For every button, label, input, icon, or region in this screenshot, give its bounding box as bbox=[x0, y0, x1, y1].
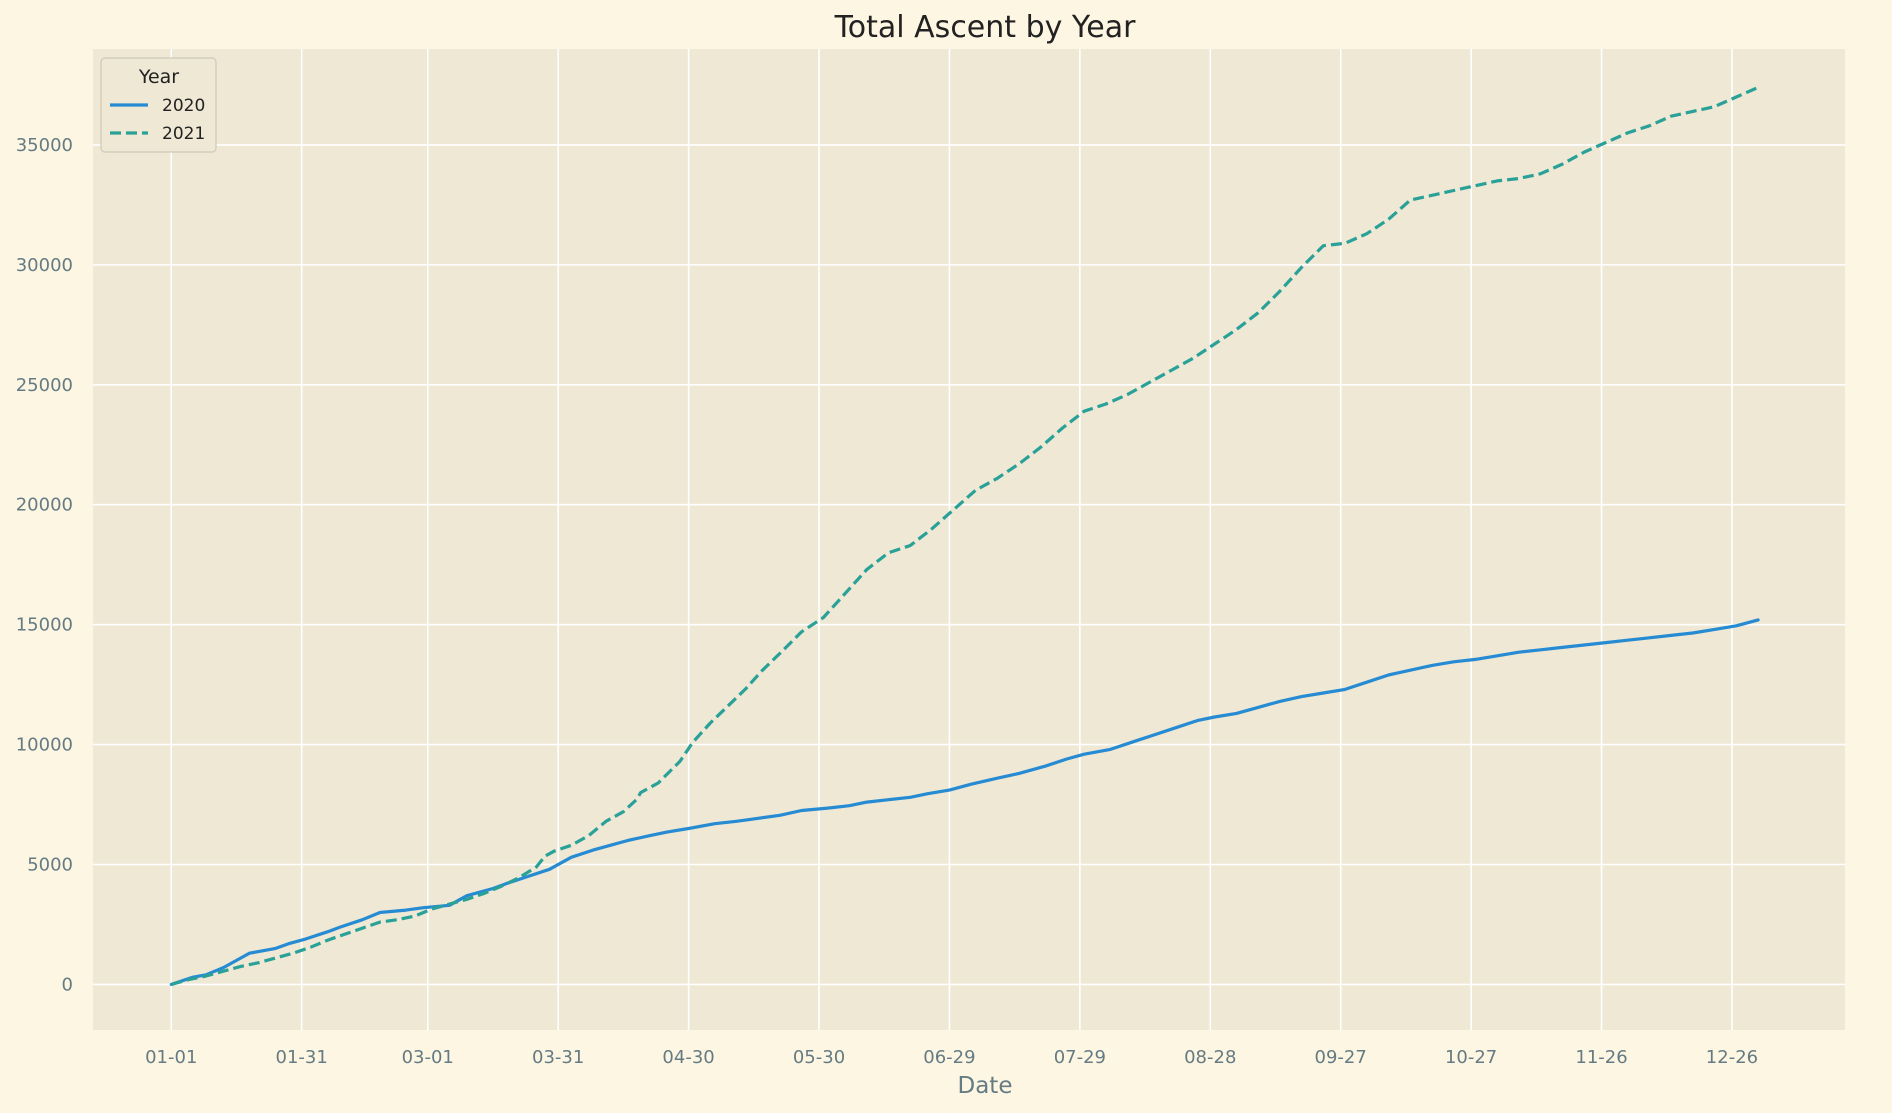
y-tick-label: 25000 bbox=[16, 375, 73, 396]
y-tick-label: 30000 bbox=[16, 255, 73, 276]
x-tick-label: 01-31 bbox=[276, 1047, 328, 1068]
x-tick-label: 01-01 bbox=[145, 1047, 197, 1068]
x-axis-label: Date bbox=[958, 1073, 1013, 1099]
x-tick-label: 12-26 bbox=[1706, 1047, 1758, 1068]
x-tick-label: 06-29 bbox=[923, 1047, 975, 1068]
legend-label-2021: 2021 bbox=[162, 124, 205, 144]
x-tick-label: 11-26 bbox=[1575, 1047, 1627, 1068]
series-layer bbox=[169, 85, 1760, 987]
legend-title: Year bbox=[138, 66, 179, 88]
x-tick-label: 03-31 bbox=[532, 1047, 584, 1068]
series-line-2021 bbox=[170, 85, 1759, 986]
x-tick-label: 08-28 bbox=[1184, 1047, 1236, 1068]
plot-area bbox=[93, 49, 1845, 1030]
x-tick-label: 10-27 bbox=[1445, 1047, 1497, 1068]
y-tick-label: 0 bbox=[62, 974, 73, 995]
x-tick-label: 03-01 bbox=[402, 1047, 454, 1068]
x-tick-label: 04-30 bbox=[662, 1047, 714, 1068]
y-tick-label: 10000 bbox=[16, 735, 73, 756]
chart-title: Total Ascent by Year bbox=[834, 10, 1137, 45]
y-tick-labels: 0 5000 10000 15000 20000 25000 30000 35000 bbox=[16, 135, 73, 995]
y-tick-label: 35000 bbox=[16, 135, 73, 156]
x-tick-labels: 01-01 01-31 03-01 03-31 04-30 05-30 06-29 07-29… bbox=[145, 1047, 1758, 1068]
legend-label-2020: 2020 bbox=[162, 96, 205, 116]
grid-lines bbox=[93, 49, 1845, 1030]
x-tick-label: 05-30 bbox=[793, 1047, 845, 1068]
legend: Year 2020 2021 bbox=[100, 57, 217, 153]
series-line-2020 bbox=[169, 618, 1760, 987]
x-tick-label: 09-27 bbox=[1315, 1047, 1367, 1068]
y-tick-label: 5000 bbox=[27, 855, 73, 876]
y-tick-label: 20000 bbox=[16, 495, 73, 516]
x-tick-label: 07-29 bbox=[1054, 1047, 1106, 1068]
legend-box bbox=[100, 57, 217, 153]
y-tick-label: 15000 bbox=[16, 615, 73, 636]
